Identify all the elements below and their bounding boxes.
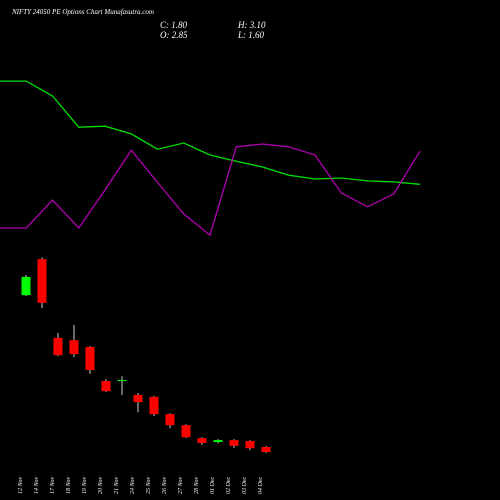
indicator-line (0, 143, 421, 237)
candle-body (213, 440, 223, 442)
x-tick-label: 27 Nov (178, 476, 184, 494)
x-tick-label: 20 Nov (98, 476, 104, 494)
x-tick-label: 03 Dec (242, 477, 248, 494)
x-tick-label: 21 Nov (114, 476, 120, 494)
x-tick-label: 17 Nov (50, 476, 56, 494)
x-tick-label: 04 Dec (257, 477, 264, 494)
candle-body (117, 380, 127, 382)
candle-body (101, 381, 111, 392)
x-tick-label: 01 Dec (210, 477, 216, 494)
x-tick-label: 18 Nov (66, 476, 72, 494)
x-tick-label: 24 Nov (129, 476, 136, 494)
low-label: L: 1.60 (237, 30, 265, 40)
close-label: C: 1.80 (160, 20, 188, 30)
x-tick-label: 02 Dec (226, 477, 232, 494)
candle-body (245, 441, 255, 449)
candle-body (37, 259, 47, 303)
open-label: O: 2.85 (160, 30, 188, 40)
x-tick-label: 28 Nov (194, 476, 200, 494)
candle-body (165, 414, 175, 426)
candle-body (149, 396, 159, 415)
candle-body (133, 394, 143, 403)
indicator-line (0, 80, 421, 185)
x-tick-label: 14 Nov (33, 476, 40, 494)
high-label: H: 3.10 (237, 20, 266, 30)
candle-body (69, 340, 79, 355)
candle-body (181, 425, 191, 438)
candle-body (85, 346, 95, 370)
x-tick-label: 25 Nov (146, 476, 152, 494)
candle-body (261, 447, 271, 453)
chart-title: NIFTY 24050 PE Options Chart Munafasutra… (11, 8, 154, 16)
candle-body (197, 438, 207, 443)
candle-body (229, 440, 239, 446)
candle-body (21, 276, 31, 296)
x-tick-label: 12 Nov (18, 476, 24, 494)
candle-body (53, 337, 63, 356)
x-tick-label: 26 Nov (162, 476, 168, 494)
x-tick-label: 19 Nov (82, 476, 88, 494)
